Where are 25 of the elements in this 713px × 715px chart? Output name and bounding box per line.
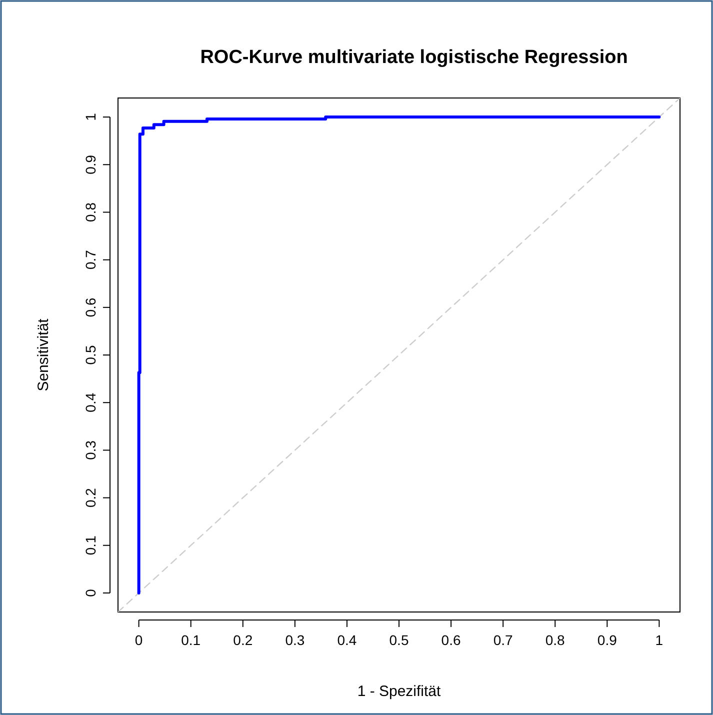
x-axis-title: 1 - Spezifität — [357, 683, 442, 700]
y-tick-label: 0 — [82, 588, 98, 597]
chart-title: ROC-Kurve multivariate logistische Regression — [200, 47, 628, 68]
y-tick-label: 0.9 — [82, 154, 98, 174]
y-tick-label: 0.1 — [82, 535, 98, 556]
y-tick-label: 0.6 — [82, 297, 98, 318]
y-tick-label: 1 — [82, 112, 98, 121]
x-tick-label: 0.4 — [337, 632, 357, 648]
y-tick-label: 0.3 — [82, 440, 98, 460]
x-tick-label: 0.1 — [181, 632, 201, 648]
y-tick-label: 0.2 — [82, 488, 98, 508]
x-tick-label: 0.7 — [493, 632, 514, 648]
y-tick-label: 0.5 — [82, 345, 98, 365]
y-tick-label: 0.4 — [82, 392, 98, 412]
x-tick-label: 0.6 — [441, 632, 461, 648]
x-tick-label: 0.8 — [545, 632, 566, 648]
x-tick-label: 0.9 — [597, 632, 618, 648]
y-axis-title: Sensitivität — [35, 318, 52, 392]
x-tick-label: 0.5 — [389, 632, 409, 648]
x-tick-label: 0 — [134, 632, 143, 648]
x-tick-label: 0.3 — [285, 632, 305, 648]
x-tick-label: 0.2 — [233, 632, 253, 648]
y-tick-label: 0.7 — [82, 250, 98, 270]
x-tick-label: 1 — [655, 632, 664, 648]
y-tick-label: 0.8 — [82, 202, 98, 222]
